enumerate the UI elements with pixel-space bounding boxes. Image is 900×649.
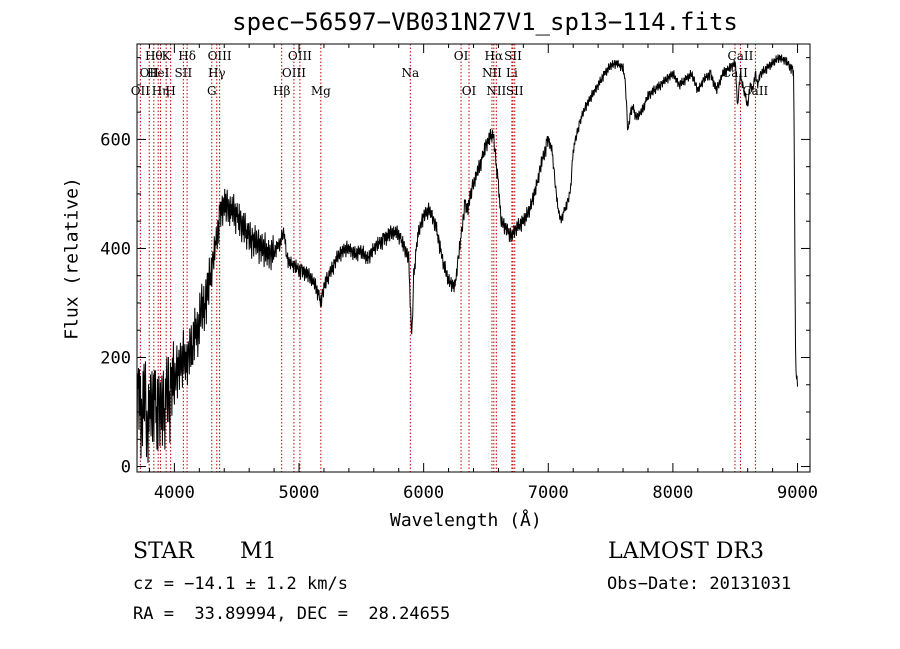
line-label-6: H — [165, 84, 175, 98]
observation-date: Obs−Date: 20131031 — [607, 574, 792, 594]
line-label-19: NII — [482, 66, 502, 80]
line-label-20: Hα — [485, 49, 504, 63]
line-label-21: NII — [486, 84, 506, 98]
line-label-22: Li — [506, 66, 518, 80]
object-class: STAR — [133, 539, 194, 564]
y-axis-label: Flux (relative) — [61, 177, 83, 340]
line-label-11: OIII — [208, 49, 232, 63]
line-label-17: OI — [454, 49, 469, 63]
chart-title: spec−56597−VB031N27V1_sp13−114.fits — [232, 8, 738, 36]
x-axis-label: Wavelength (Å) — [390, 510, 542, 531]
line-label-4: Hη — [152, 84, 170, 98]
x-tick-label-2: 6000 — [403, 483, 444, 503]
line-label-14: OIII — [288, 49, 312, 63]
x-tick-label-5: 9000 — [777, 483, 818, 503]
line-label-18: OI — [462, 84, 477, 98]
line-label-26: CaII — [728, 49, 754, 63]
line-label-9: G — [207, 84, 217, 98]
line-label-23: SII — [504, 49, 522, 63]
emission-line-labels: OIIOIIHθHeIHηKHSIIHδGHγOIIIHβOIIIOIIIMgN… — [131, 49, 769, 98]
line-label-15: Mg — [311, 84, 331, 98]
line-label-13: OIII — [282, 66, 306, 80]
redshift-cz: cz = −14.1 ± 1.2 km/s — [133, 574, 348, 594]
line-label-5: K — [162, 49, 172, 63]
x-axis-ticks: 4000 5000 6000 7000 8000 9000 — [148, 44, 818, 503]
line-label-12: Hβ — [273, 84, 290, 98]
line-label-8: Hδ — [178, 49, 196, 63]
x-tick-label-3: 7000 — [528, 483, 569, 503]
object-subclass: M1 — [240, 539, 277, 564]
x-tick-label-1: 5000 — [279, 483, 320, 503]
y-tick-label-1: 200 — [100, 349, 131, 369]
y-tick-label-3: 600 — [100, 130, 131, 150]
line-label-3: HeI — [147, 66, 170, 80]
x-tick-label-0: 4000 — [154, 483, 195, 503]
line-label-24: SII — [506, 84, 524, 98]
y-tick-label-0: 0 — [121, 458, 131, 478]
plot-frame — [136, 43, 811, 473]
line-label-16: Na — [401, 66, 419, 80]
line-label-2: Hθ — [145, 49, 163, 63]
line-label-7: SII — [175, 66, 193, 80]
x-tick-label-4: 8000 — [652, 483, 693, 503]
line-label-1: OII — [140, 66, 160, 80]
spectrum-line — [136, 54, 798, 464]
y-axis-ticks: 0 200 400 600 — [100, 57, 810, 478]
emission-line-markers — [139, 44, 756, 472]
coordinates-ra-dec: RA = 33.89994, DEC = 28.24655 — [133, 604, 451, 624]
line-label-10: Hγ — [208, 66, 226, 80]
line-label-27: CaII — [742, 84, 768, 98]
y-tick-label-2: 400 — [100, 239, 131, 259]
survey-name: LAMOST DR3 — [608, 539, 764, 564]
line-label-0: OII — [131, 84, 151, 98]
